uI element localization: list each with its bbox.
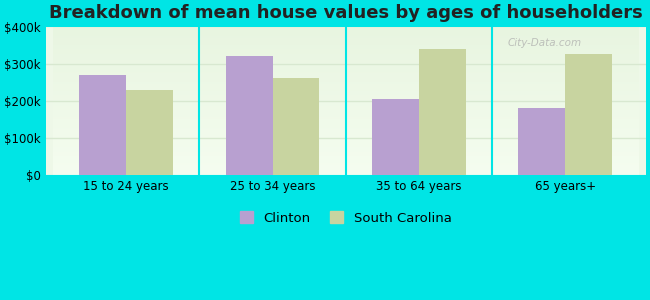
Bar (79, 75, 126, 176)
Bar (519, 108, 566, 176)
Bar (372, 99, 419, 176)
Title: Breakdown of mean house values by ages of householders: Breakdown of mean house values by ages o… (49, 4, 643, 22)
Bar (272, 78, 319, 176)
Bar (126, 90, 173, 176)
Text: City-Data.com: City-Data.com (508, 38, 582, 48)
Bar (419, 49, 466, 175)
Bar (566, 54, 612, 176)
Legend: Clinton, South Carolina: Clinton, South Carolina (233, 205, 458, 231)
Bar (226, 56, 272, 176)
